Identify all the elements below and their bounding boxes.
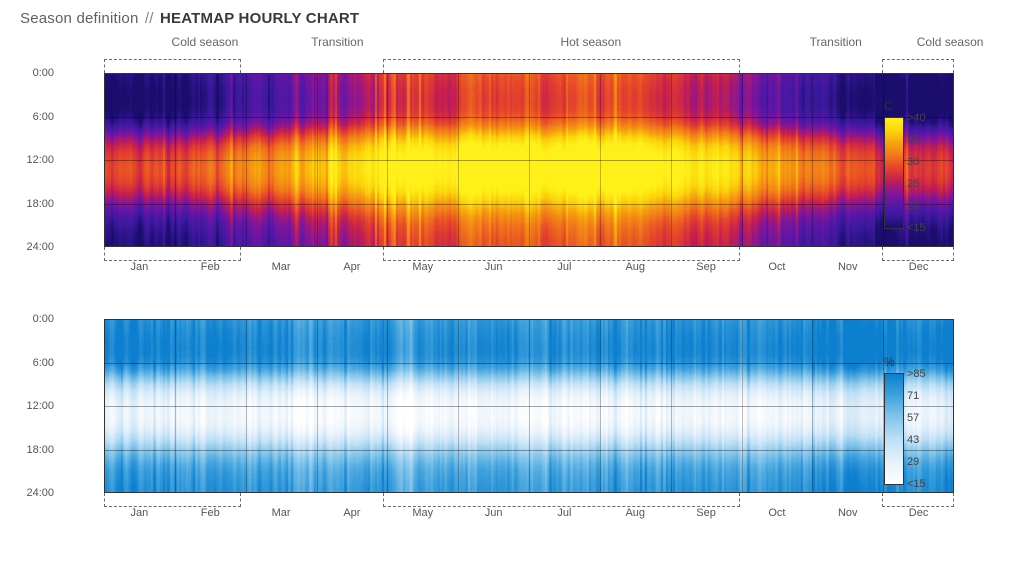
x-tick-label: Nov xyxy=(838,507,858,519)
x-tick-label: Jun xyxy=(485,261,503,273)
season-bracket xyxy=(383,247,739,261)
temperature-panel: Cold seasonTransitionHot seasonTransitio… xyxy=(14,33,1010,279)
humidity-heatmap xyxy=(104,319,954,493)
season-brackets-top xyxy=(104,59,954,73)
season-bracket xyxy=(383,59,739,73)
x-tick-label: Apr xyxy=(343,261,360,273)
humidity-legend: % >8571574329<15 xyxy=(884,355,918,485)
y-tick-label: 12:00 xyxy=(14,400,54,412)
y-tick-label: 6:00 xyxy=(14,111,54,123)
season-bracket xyxy=(882,493,954,507)
x-tick-label: Oct xyxy=(768,261,785,273)
season-bracket xyxy=(383,493,739,507)
y-tick-label: 24:00 xyxy=(14,487,54,499)
x-tick-label: Sep xyxy=(696,507,716,519)
x-tick-label: Mar xyxy=(272,261,291,273)
x-tick-label: Jun xyxy=(485,507,503,519)
title-light: Season definition xyxy=(20,10,139,27)
legend-tick: 25 xyxy=(907,178,919,190)
y-tick-label: 18:00 xyxy=(14,444,54,456)
title-bold: HEATMAP HOURLY CHART xyxy=(160,10,359,27)
x-tick-label: Jul xyxy=(557,507,571,519)
x-tick-label: Jul xyxy=(557,261,571,273)
x-tick-label: Nov xyxy=(838,261,858,273)
legend-tick: <15 xyxy=(907,222,926,234)
y-tick-label: 0:00 xyxy=(14,313,54,325)
legend-tick: 43 xyxy=(907,434,919,446)
temperature-x-ticks: Jan Feb Mar Apr May Jun Jul Aug Sep Oct Nov Dec xyxy=(104,261,954,279)
legend-tick: 30 xyxy=(907,156,919,168)
x-tick-label: Feb xyxy=(201,261,220,273)
x-tick-label: Apr xyxy=(343,507,360,519)
x-tick-label: Jan xyxy=(131,261,149,273)
temperature-legend-unit: C xyxy=(884,99,918,113)
humidity-legend-bar: >8571574329<15 xyxy=(884,373,904,485)
x-tick-label: Sep xyxy=(696,261,716,273)
x-tick-label: May xyxy=(412,261,433,273)
legend-tick: 29 xyxy=(907,456,919,468)
x-tick-label: Oct xyxy=(768,507,785,519)
legend-tick: >85 xyxy=(907,368,926,380)
season-labels-top: Cold seasonTransitionHot seasonTransitio… xyxy=(104,33,954,59)
temperature-heatmap xyxy=(104,73,954,247)
legend-tick: 71 xyxy=(907,390,919,402)
temperature-legend-bar: >4035302520<15 xyxy=(884,117,904,229)
y-tick-label: 24:00 xyxy=(14,241,54,253)
x-tick-label: Dec xyxy=(909,507,929,519)
x-tick-label: Mar xyxy=(272,507,291,519)
humidity-panel: JanFebMarAprMayJunJulAugSepOctNovDec 0:0… xyxy=(14,319,1010,525)
legend-tick: 35 xyxy=(907,134,919,146)
season-bracket xyxy=(104,59,241,73)
x-tick-label: Dec xyxy=(909,261,929,273)
humidity-x-ticks: Jan Feb Mar Apr May Jun Jul Aug Sep Oct Nov Dec xyxy=(104,507,954,525)
x-tick-label: Aug xyxy=(625,507,645,519)
x-tick-label: Jan xyxy=(131,507,149,519)
season-bracket xyxy=(882,59,954,73)
humidity-canvas xyxy=(104,319,954,493)
legend-tick: 20 xyxy=(907,200,919,212)
x-tick-label: Aug xyxy=(625,261,645,273)
y-tick-label: 6:00 xyxy=(14,357,54,369)
temperature-canvas xyxy=(104,73,954,247)
title-separator: // xyxy=(143,10,156,27)
page-title: Season definition // HEATMAP HOURLY CHAR… xyxy=(14,10,1010,27)
season-brackets-hum-bottom xyxy=(104,493,954,507)
y-tick-label: 12:00 xyxy=(14,154,54,166)
season-bracket xyxy=(104,493,241,507)
x-tick-label: Feb xyxy=(201,507,220,519)
y-tick-label: 0:00 xyxy=(14,67,54,79)
legend-tick: 57 xyxy=(907,412,919,424)
legend-tick: <15 xyxy=(907,478,926,490)
temperature-legend: C >4035302520<15 xyxy=(884,99,918,229)
season-bracket xyxy=(882,247,954,261)
legend-tick: >40 xyxy=(907,112,926,124)
y-tick-label: 18:00 xyxy=(14,198,54,210)
humidity-legend-unit: % xyxy=(884,355,918,369)
season-bracket xyxy=(104,247,241,261)
season-brackets-temp-bottom xyxy=(104,247,954,261)
x-tick-label: May xyxy=(412,507,433,519)
